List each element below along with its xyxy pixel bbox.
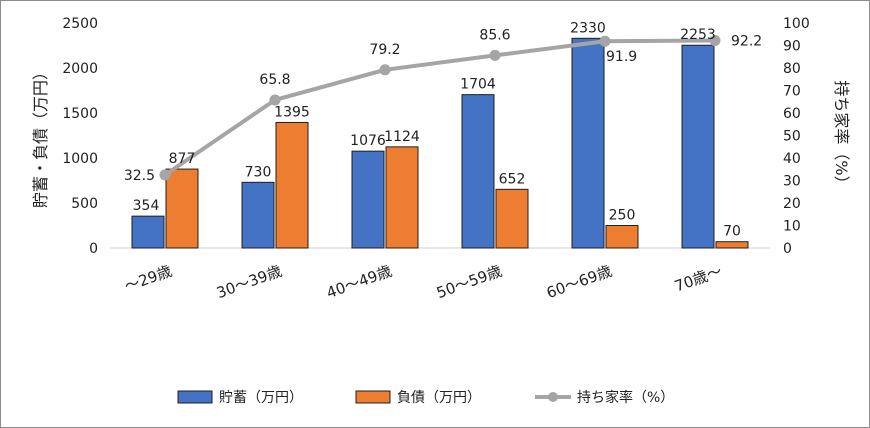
- bar-data-label: 652: [499, 171, 526, 187]
- y2-tick-label: 70: [783, 84, 801, 100]
- y2-tick-label: 10: [783, 219, 801, 235]
- bar: [605, 225, 639, 249]
- bar-data-label: 1395: [274, 104, 310, 120]
- line-data-label: 65.8: [259, 72, 290, 88]
- category-label: ～29歳: [122, 262, 174, 296]
- right-axis-ticks: 0 10 20 30 40 50 60 70 80 90 100: [783, 16, 810, 257]
- line-data-label: 79.2: [369, 42, 400, 58]
- y2-tick-label: 80: [783, 61, 801, 77]
- bars: [131, 37, 749, 249]
- line-point: [269, 94, 281, 106]
- category-label: 30～39歳: [214, 262, 284, 302]
- right-axis-title: 持ち家率（%）: [832, 80, 851, 191]
- legend-label: 持ち家率（%）: [577, 389, 674, 406]
- legend-label: 貯蓄（万円）: [219, 390, 303, 406]
- y-tick-label: 1000: [62, 151, 98, 167]
- category-labels: ～29歳 30～39歳 40～49歳 50～59歳 60～69歳 70歳～: [122, 262, 724, 302]
- y2-tick-label: 50: [783, 129, 801, 145]
- category-label: 70歳～: [672, 262, 724, 296]
- bar-data-label: 2330: [570, 20, 606, 36]
- bar: [681, 44, 715, 249]
- legend-swatch: [355, 390, 391, 404]
- bar-data-label: 70: [723, 224, 741, 240]
- line-point: [159, 169, 171, 181]
- y-tick-label: 2500: [62, 16, 98, 32]
- line-point: [379, 64, 391, 76]
- bar: [461, 94, 495, 249]
- bar: [275, 121, 309, 249]
- line-data-label: 91.9: [606, 49, 637, 65]
- category-label: 40～49歳: [324, 262, 394, 302]
- line-data-label: 85.6: [479, 27, 510, 43]
- bar-data-label: 250: [609, 208, 636, 224]
- bar: [715, 241, 749, 249]
- bar: [385, 146, 419, 249]
- left-axis-title: 貯蓄・負債（万円）: [31, 64, 50, 208]
- y2-tick-label: 100: [783, 16, 810, 32]
- left-axis-ticks: 0 500 1000 1500 2000 2500: [62, 16, 98, 257]
- line-point: [489, 49, 501, 61]
- y2-tick-label: 0: [783, 241, 792, 257]
- bar: [571, 37, 605, 249]
- bar: [351, 150, 385, 249]
- data-labels: 354 730 1076 1704 2330 2253 877 1395 1124 652 250 7…: [124, 20, 762, 239]
- bar-data-label: 2253: [680, 27, 716, 43]
- category-label: 50～59歳: [434, 262, 504, 302]
- line-point: [599, 35, 611, 47]
- y-tick-label: 0: [89, 241, 98, 257]
- bar: [165, 168, 199, 249]
- line-point: [709, 35, 721, 47]
- y2-tick-label: 90: [783, 39, 801, 55]
- legend-label: 負債（万円）: [397, 390, 481, 406]
- line-data-label: 92.2: [731, 34, 762, 50]
- line-data-label: 32.5: [124, 168, 155, 184]
- y-tick-label: 1500: [62, 106, 98, 122]
- bar-data-label: 1124: [384, 129, 420, 145]
- y-tick-label: 500: [71, 196, 98, 212]
- bar-data-label: 1704: [460, 77, 496, 93]
- y2-tick-label: 40: [783, 151, 801, 167]
- bar: [131, 215, 165, 249]
- bar-data-label: 354: [133, 198, 160, 214]
- bar-data-label: 1076: [350, 133, 386, 149]
- y-tick-label: 2000: [62, 61, 98, 77]
- line-path: [163, 38, 716, 177]
- line-series: [159, 35, 721, 181]
- legend: 貯蓄（万円） 負債（万円） 持ち家率（%）: [177, 389, 674, 406]
- legend-swatch: [177, 390, 213, 404]
- bar: [495, 188, 529, 249]
- y2-tick-label: 30: [783, 174, 801, 190]
- y2-tick-label: 20: [783, 196, 801, 212]
- y2-tick-label: 60: [783, 106, 801, 122]
- bar: [241, 181, 275, 249]
- category-label: 60～69歳: [544, 262, 614, 302]
- bar-data-label: 877: [169, 151, 196, 167]
- legend-marker: [548, 392, 558, 402]
- bar-data-label: 730: [245, 164, 272, 180]
